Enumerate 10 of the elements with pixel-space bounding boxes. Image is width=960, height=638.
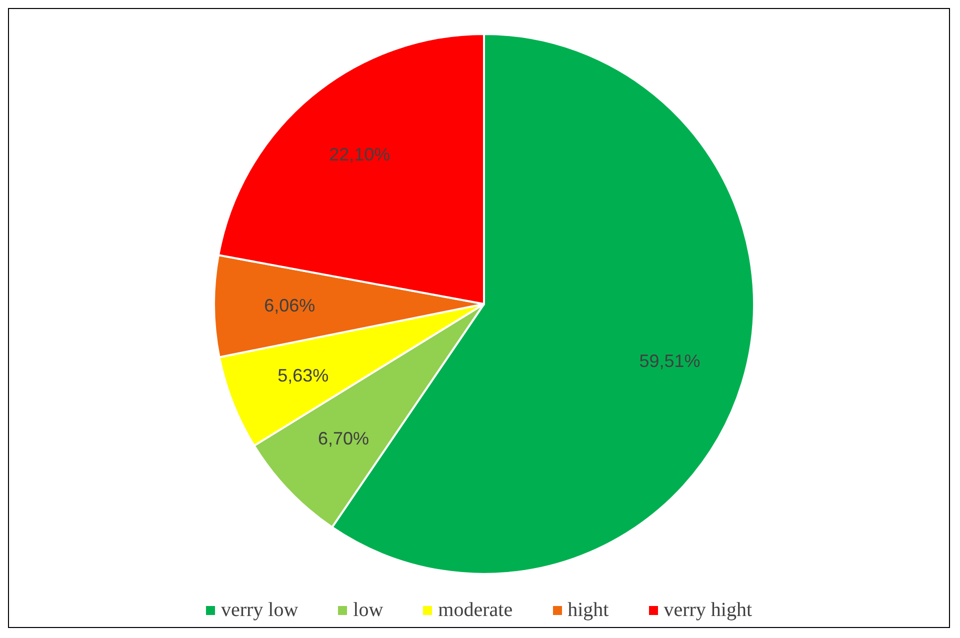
data-label: 59,51% (639, 351, 700, 372)
data-label: 22,10% (329, 144, 390, 165)
data-label: 6,70% (318, 428, 369, 448)
legend-label: verry hight (662, 599, 752, 622)
legend-label: low (352, 599, 384, 622)
legend-label: hight (566, 599, 609, 622)
legend-label: moderate (437, 599, 513, 622)
legend-label: verry low (220, 599, 298, 622)
data-label: 5,63% (278, 365, 329, 386)
data-label: 6,06% (264, 296, 316, 316)
